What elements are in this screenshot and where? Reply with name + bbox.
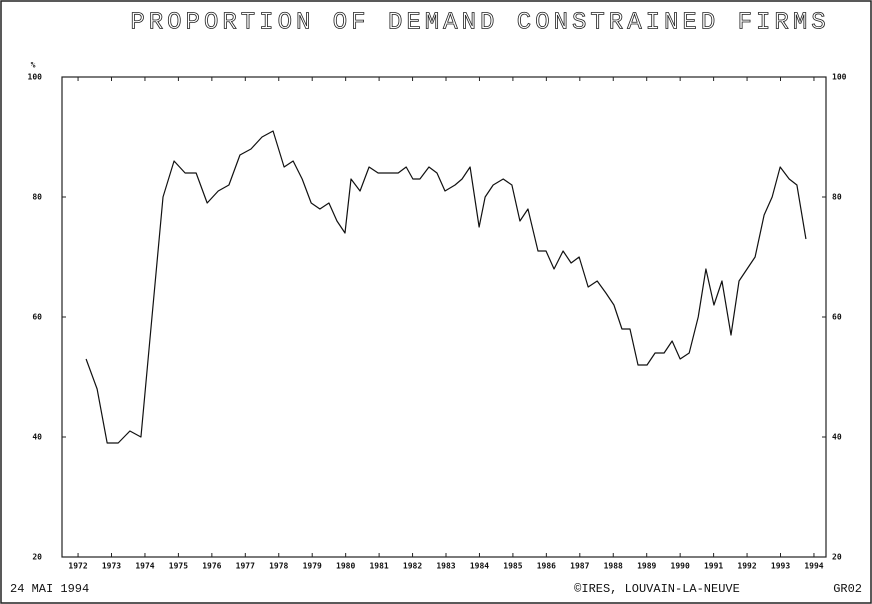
x-tick-label: 1975 xyxy=(169,562,188,571)
data-line xyxy=(85,130,807,444)
x-tick-label: 1980 xyxy=(336,562,355,571)
x-tick-label: 1984 xyxy=(470,562,489,571)
x-tick-label: 1972 xyxy=(68,562,87,571)
x-tick-label: 1974 xyxy=(135,562,154,571)
x-tick-label: 1992 xyxy=(737,562,756,571)
x-tick-label: 1991 xyxy=(704,562,723,571)
x-tick-label: 1993 xyxy=(771,562,790,571)
x-tick-label: 1987 xyxy=(570,562,589,571)
y-tick-label: 20 xyxy=(32,553,42,562)
y-tick-label: 100 xyxy=(28,73,43,82)
y-tick-label: 40 xyxy=(32,433,42,442)
x-tick-label: 1979 xyxy=(303,562,322,571)
x-tick-label: 1977 xyxy=(236,562,255,571)
y2-tick-label: 100 xyxy=(832,73,847,82)
y2-tick-label: 80 xyxy=(832,193,842,202)
footer-date: 24 MAI 1994 xyxy=(10,582,89,596)
x-tick-label: 1985 xyxy=(503,562,522,571)
x-tick-label: 1990 xyxy=(671,562,690,571)
x-tick-label: 1981 xyxy=(369,562,388,571)
x-tick-label: 1982 xyxy=(403,562,422,571)
y2-tick-label: 60 xyxy=(832,313,842,322)
y-tick-label: 80 xyxy=(32,193,42,202)
x-tick-label: 1994 xyxy=(804,562,823,571)
x-tick-label: 1983 xyxy=(436,562,455,571)
y2-tick-label: 40 xyxy=(832,433,842,442)
x-tick-label: 1976 xyxy=(202,562,221,571)
y2-tick-label: 20 xyxy=(832,553,842,562)
x-tick-label: 1989 xyxy=(637,562,656,571)
plot-area xyxy=(61,76,827,558)
chart-title: PROPORTION OF DEMAND CONSTRAINED FIRMS xyxy=(130,9,829,36)
x-tick-label: 1986 xyxy=(537,562,556,571)
footer-code: GR02 xyxy=(833,582,862,596)
footer-credit: ©IRES, LOUVAIN-LA-NEUVE xyxy=(574,582,740,596)
x-tick-label: 1988 xyxy=(604,562,623,571)
x-tick-label: 1973 xyxy=(102,562,121,571)
y-axis-label: % xyxy=(31,61,36,70)
y-tick-label: 60 xyxy=(32,313,42,322)
x-tick-label: 1978 xyxy=(269,562,288,571)
